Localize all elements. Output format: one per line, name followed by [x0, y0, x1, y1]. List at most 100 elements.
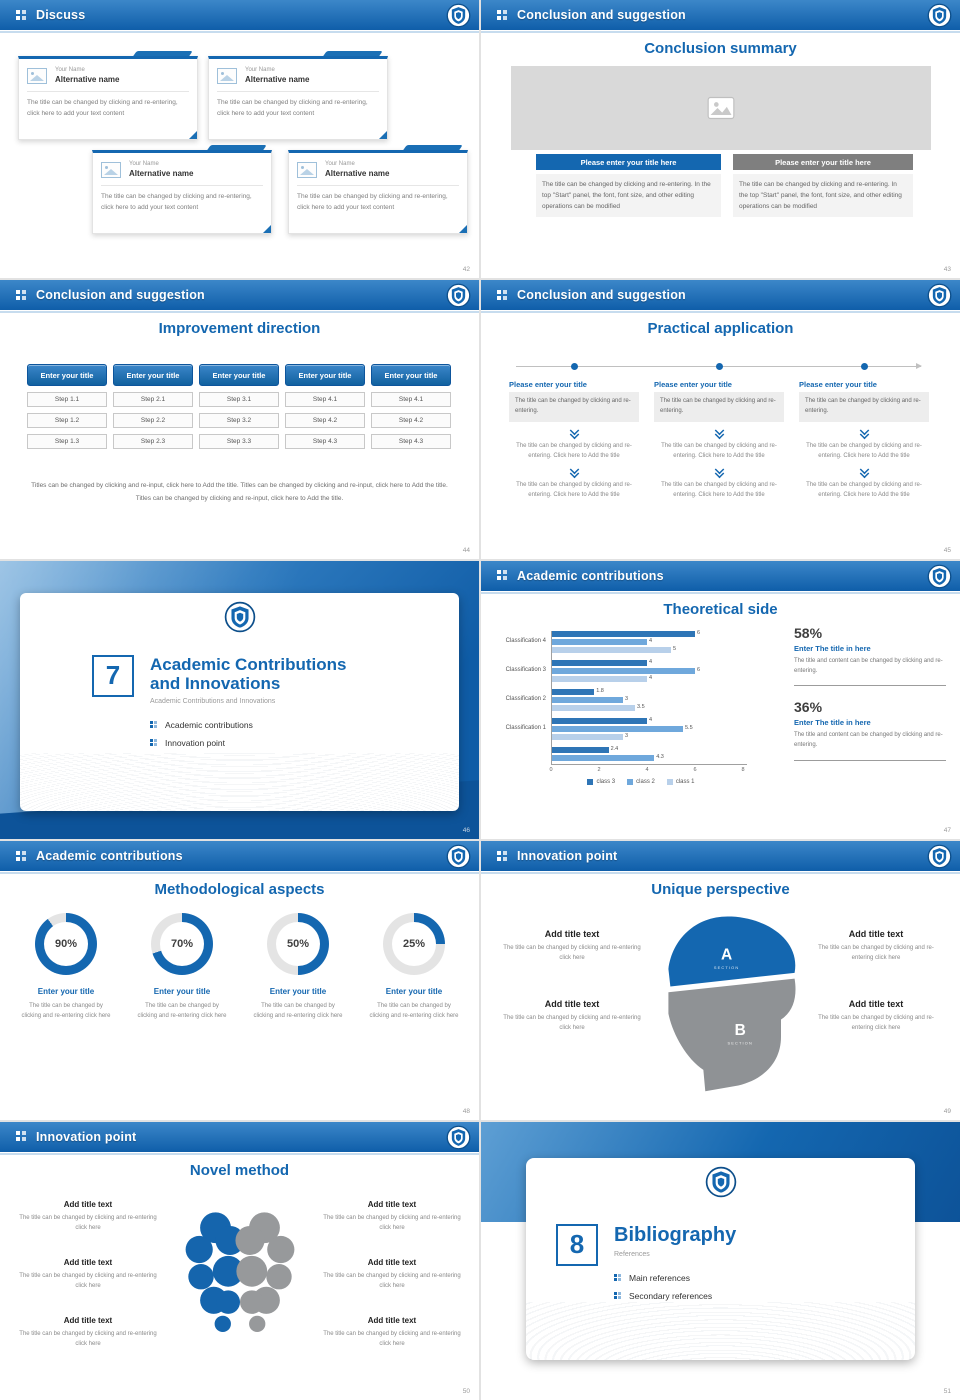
step-box[interactable]: Step 1.1 — [27, 392, 107, 408]
column-item: The title can be changed by clicking and… — [661, 481, 777, 499]
bullet-label: Secondary references — [629, 1290, 713, 1301]
content-card[interactable]: Your Name Alternative name The title can… — [288, 150, 468, 234]
section-number: 7 — [92, 654, 134, 697]
column-item: The title can be changed by clicking and… — [661, 442, 777, 459]
step-box[interactable]: Step 4.3 — [371, 434, 451, 450]
section-card: 8 Bibliography References Main reference… — [526, 1157, 915, 1361]
corner-fold-icon — [189, 131, 197, 139]
header-squares-icon — [497, 570, 508, 581]
image-icon — [101, 162, 121, 178]
double-chevron-down-icon — [654, 465, 784, 478]
content-card[interactable]: Your Name Alternative name The title can… — [18, 56, 198, 140]
slide-45-practical-application[interactable]: Conclusion and suggestion Practical appl… — [481, 280, 960, 559]
step-box[interactable]: Step 4.2 — [371, 413, 451, 429]
stat-body: The title and content can be changed by … — [794, 657, 943, 674]
step-box[interactable]: Step 3.3 — [199, 434, 279, 450]
column-item: The title can be changed by clicking and… — [516, 481, 632, 499]
donut-value: 25% — [402, 938, 426, 951]
column-title-button[interactable]: Enter your title — [27, 364, 107, 387]
donut-column: 70% Enter your title The title can be ch… — [128, 913, 236, 1021]
block-title: Add title text — [367, 1199, 417, 1209]
step-box[interactable]: Step 3.2 — [199, 413, 279, 429]
donut-label: Enter your title — [385, 987, 443, 997]
slide-header: Conclusion and suggestion — [481, 280, 960, 311]
bullet-item[interactable]: Academic contributions — [150, 720, 346, 730]
brain-left-half — [185, 1211, 245, 1332]
block-title: Add title text — [544, 999, 600, 1010]
step-box[interactable]: Step 4.2 — [285, 413, 365, 429]
bullet-item[interactable]: Innovation point — [150, 738, 346, 748]
step-box[interactable]: Step 2.3 — [113, 434, 193, 450]
column-title: Please enter your title — [799, 380, 877, 390]
squares-bullet-icon — [614, 1273, 622, 1282]
slide-51-section-divider[interactable]: 8 Bibliography References Main reference… — [481, 1121, 960, 1400]
donut-label: Enter your title — [269, 987, 327, 997]
divider — [101, 185, 263, 186]
header-squares-icon — [16, 850, 27, 862]
slide-header-title: Innovation point — [517, 849, 618, 864]
image-icon — [27, 68, 47, 84]
slide-46-section-divider[interactable]: 7 Academic Contributions and Innovations … — [0, 560, 479, 840]
stat-percentage: 36% — [794, 699, 823, 716]
slide-49-unique-perspective[interactable]: Innovation point Unique perspective A SE… — [481, 841, 960, 1120]
timeline-dot — [716, 363, 723, 371]
page-number: 49 — [943, 1107, 951, 1115]
text-block: Add title text The title can be changed b… — [811, 929, 941, 963]
column-title-button[interactable]: Enter your title — [199, 364, 279, 387]
slide-48-methodological-aspects[interactable]: Academic contributions Methodological as… — [0, 841, 479, 1120]
donut-column: 25% Enter your title The title can be ch… — [360, 913, 468, 1021]
section-title: Theoretical side — [663, 600, 778, 618]
slide-43-conclusion-summary[interactable]: Conclusion and suggestion Conclusion sum… — [481, 0, 960, 279]
step-box[interactable]: Step 1.2 — [27, 413, 107, 429]
stat-title: Enter The title in here — [794, 643, 871, 653]
donut-chart: 70% — [151, 913, 213, 976]
step-box[interactable]: Step 1.3 — [27, 434, 107, 450]
timeline-dot — [861, 363, 868, 371]
step-box[interactable]: Step 4.3 — [285, 434, 365, 450]
column-box: The title can be changed by clicking and… — [509, 392, 639, 422]
content-card[interactable]: Your Name Alternative name The title can… — [208, 56, 388, 140]
squares-bullet-icon — [150, 738, 158, 747]
step-box[interactable]: Step 2.1 — [113, 392, 193, 408]
stat-block: 58% Enter The title in here The title an… — [794, 625, 946, 687]
slide-47-theoretical-side[interactable]: Academic contributions Theoretical side … — [481, 560, 960, 840]
header-squares-icon — [497, 9, 508, 21]
bullet-item[interactable]: Main references — [614, 1273, 736, 1283]
column-title-button[interactable]: Enter your title — [285, 364, 365, 387]
section-bullets: Main references Secondary references — [614, 1273, 736, 1301]
content-card[interactable]: Your Name Alternative name The title can… — [92, 150, 272, 234]
header-squares-icon — [497, 850, 508, 862]
section-title-line1: Academic Contributions — [150, 654, 347, 674]
double-chevron-down-icon — [799, 426, 929, 439]
bullet-item[interactable]: Secondary references — [614, 1291, 736, 1301]
step-box[interactable]: Step 4.1 — [285, 392, 365, 408]
text-block: Add title text The title can be changed b… — [811, 999, 941, 1033]
corner-fold-icon — [379, 131, 387, 139]
slide-header-title: Conclusion and suggestion — [517, 8, 686, 22]
step-box[interactable]: Step 2.2 — [113, 413, 193, 429]
donut-body: The title can be changed by clicking and… — [253, 1003, 343, 1020]
step-box[interactable]: Step 4.1 — [371, 392, 451, 408]
image-placeholder[interactable] — [511, 66, 931, 150]
slide-42-discuss[interactable]: Discuss Your Name Alternative name The t… — [0, 0, 479, 279]
step-box[interactable]: Step 3.1 — [199, 392, 279, 408]
body-paragraph: The title can be changed by clicking and… — [733, 174, 913, 218]
slide-header: Academic contributions — [481, 560, 960, 591]
slide-header-title: Conclusion and suggestion — [517, 288, 686, 303]
title-button-primary[interactable]: Please enter your title here — [536, 154, 721, 170]
section-subtitle: References — [614, 1250, 650, 1258]
column-box: The title can be changed by clicking and… — [654, 392, 784, 422]
donut-value: 90% — [54, 938, 78, 951]
page-number: 45 — [943, 546, 951, 554]
slide-44-improvement-direction[interactable]: Conclusion and suggestion Improvement di… — [0, 280, 479, 559]
donut-body: The title can be changed by clicking and… — [369, 1003, 459, 1020]
section-bullets: Academic contributions Innovation point — [150, 720, 346, 748]
block-body: The title can be changed by clicking and… — [818, 1015, 934, 1032]
title-button-secondary[interactable]: Please enter your title here — [733, 154, 913, 170]
column-title-button[interactable]: Enter your title — [371, 364, 451, 387]
slide-50-novel-method[interactable]: Innovation point Novel method Add title … — [0, 1121, 479, 1400]
section-content: 8 Bibliography References Main reference… — [556, 1223, 736, 1301]
column-title-button[interactable]: Enter your title — [113, 364, 193, 387]
head-silhouette-graphic: A SECTION B SECTION — [668, 916, 796, 1092]
donut-chart: 90% — [35, 913, 97, 976]
